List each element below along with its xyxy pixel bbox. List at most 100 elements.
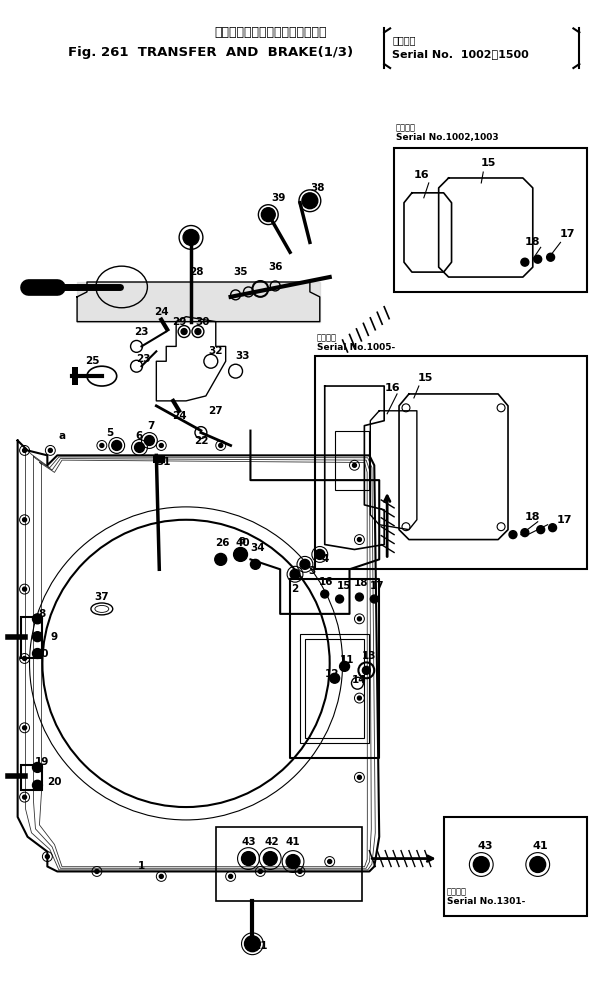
- Circle shape: [33, 649, 42, 659]
- Circle shape: [23, 518, 27, 522]
- Bar: [21, 765, 42, 790]
- Circle shape: [33, 763, 42, 772]
- Circle shape: [521, 529, 529, 537]
- Text: 17: 17: [370, 582, 384, 591]
- Text: 16: 16: [414, 170, 430, 180]
- Text: 15: 15: [337, 582, 352, 591]
- Text: 適用号機: 適用号機: [392, 36, 416, 45]
- Text: 29: 29: [172, 316, 186, 326]
- Circle shape: [521, 258, 529, 266]
- Circle shape: [298, 869, 302, 873]
- Circle shape: [145, 435, 154, 445]
- Text: a: a: [59, 430, 66, 440]
- Text: 5: 5: [106, 427, 114, 437]
- Circle shape: [23, 795, 27, 799]
- Circle shape: [358, 775, 361, 779]
- Text: 12: 12: [324, 670, 339, 679]
- Circle shape: [112, 440, 121, 450]
- Text: 17: 17: [560, 229, 575, 239]
- Text: 18: 18: [525, 237, 540, 247]
- Text: 10: 10: [35, 649, 49, 659]
- Circle shape: [302, 193, 318, 209]
- Bar: [300, 634, 369, 743]
- Text: 16: 16: [384, 383, 400, 393]
- Circle shape: [300, 560, 310, 570]
- Circle shape: [33, 780, 42, 790]
- Text: Fig. 261  TRANSFER  AND  BRAKE(1/3): Fig. 261 TRANSFER AND BRAKE(1/3): [68, 45, 353, 58]
- Text: 2: 2: [292, 584, 299, 594]
- Bar: [72, 367, 78, 385]
- Text: 41: 41: [286, 837, 300, 847]
- Circle shape: [159, 874, 163, 878]
- Circle shape: [537, 526, 544, 534]
- Text: 27: 27: [208, 405, 223, 415]
- Text: 32: 32: [208, 346, 223, 356]
- Text: 31: 31: [156, 457, 171, 468]
- Circle shape: [530, 856, 546, 872]
- Circle shape: [370, 595, 378, 603]
- Circle shape: [242, 852, 255, 865]
- Text: 14: 14: [352, 675, 367, 685]
- Circle shape: [33, 632, 42, 642]
- Circle shape: [352, 463, 356, 467]
- Text: 13: 13: [362, 652, 377, 662]
- Text: 25: 25: [84, 356, 99, 366]
- Circle shape: [264, 852, 277, 865]
- Circle shape: [33, 614, 42, 624]
- Text: 9: 9: [51, 632, 58, 642]
- Circle shape: [321, 590, 328, 598]
- Text: 4: 4: [321, 555, 328, 565]
- Circle shape: [48, 448, 52, 452]
- Text: 8: 8: [39, 609, 46, 619]
- Text: 42: 42: [265, 837, 280, 847]
- Text: 7: 7: [148, 420, 155, 430]
- Text: 35: 35: [233, 267, 248, 277]
- Text: 37: 37: [95, 592, 109, 602]
- Circle shape: [362, 667, 370, 674]
- Circle shape: [286, 854, 300, 868]
- Circle shape: [340, 662, 349, 672]
- Text: 28: 28: [189, 267, 203, 277]
- Circle shape: [45, 854, 49, 858]
- Text: Serial No.1301-: Serial No.1301-: [447, 897, 525, 906]
- Text: 26: 26: [215, 538, 230, 548]
- Text: 33: 33: [235, 351, 250, 361]
- Circle shape: [328, 859, 331, 863]
- Text: 41: 41: [533, 841, 549, 851]
- Circle shape: [100, 443, 104, 447]
- Text: a: a: [239, 535, 246, 545]
- Circle shape: [315, 550, 325, 560]
- Circle shape: [534, 255, 541, 263]
- Text: 38: 38: [311, 183, 325, 193]
- Circle shape: [330, 674, 340, 683]
- Text: Serial No.  1002～1500: Serial No. 1002～1500: [392, 49, 529, 59]
- Text: 20: 20: [47, 777, 61, 787]
- Circle shape: [159, 443, 163, 447]
- Circle shape: [181, 328, 187, 334]
- Text: 23: 23: [134, 326, 149, 336]
- Bar: [315, 356, 587, 570]
- Circle shape: [336, 595, 343, 603]
- Circle shape: [228, 874, 233, 878]
- Bar: [154, 455, 165, 463]
- Text: 34: 34: [250, 543, 265, 553]
- Text: 18: 18: [525, 511, 540, 522]
- Text: 適用号機: 適用号機: [447, 887, 466, 896]
- Bar: [444, 817, 587, 916]
- Text: 23: 23: [136, 354, 151, 364]
- Circle shape: [261, 208, 275, 222]
- Text: 16: 16: [318, 578, 333, 587]
- Circle shape: [23, 726, 27, 730]
- Bar: [216, 827, 362, 901]
- Circle shape: [95, 869, 99, 873]
- Circle shape: [23, 448, 27, 452]
- Text: 24: 24: [154, 307, 168, 316]
- Circle shape: [234, 548, 248, 562]
- Circle shape: [23, 657, 27, 661]
- Circle shape: [183, 229, 199, 245]
- Text: 11: 11: [340, 656, 355, 666]
- Bar: [394, 148, 587, 292]
- Circle shape: [509, 531, 517, 539]
- Circle shape: [358, 696, 361, 700]
- Text: 15: 15: [418, 373, 434, 383]
